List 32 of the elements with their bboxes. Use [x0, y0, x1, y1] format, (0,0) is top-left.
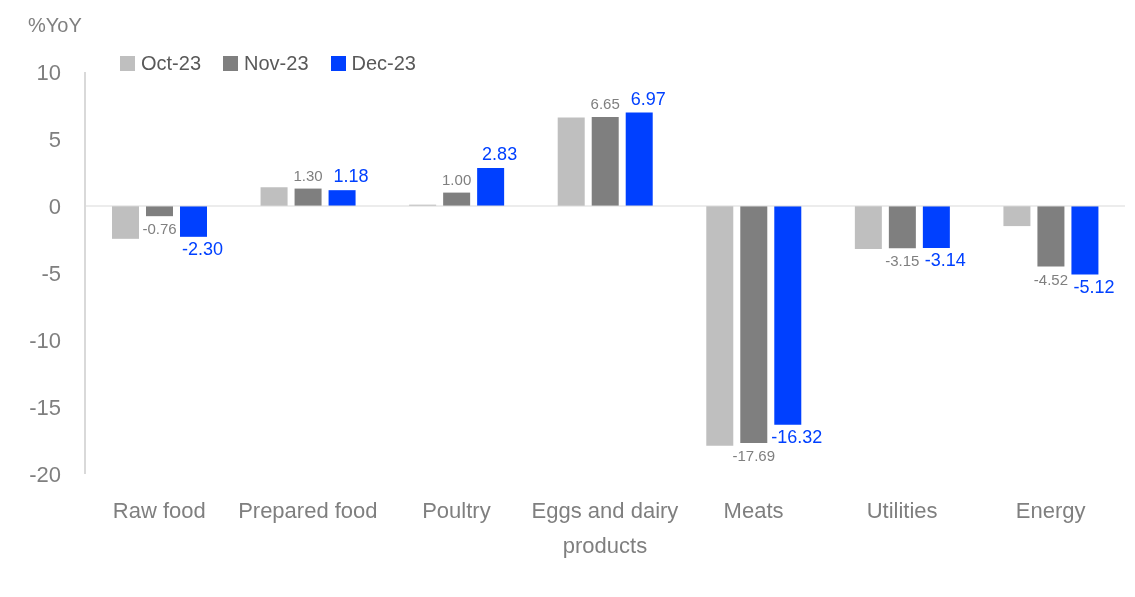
data-label: 1.00 — [442, 170, 472, 188]
y-tick-label: -20 — [29, 461, 61, 487]
data-label: -3.15 — [885, 252, 920, 270]
x-tick-label: Prepared food — [238, 497, 378, 523]
data-label: 6.97 — [630, 88, 666, 109]
data-label: -3.14 — [924, 250, 966, 271]
legend-label: Dec-23 — [350, 52, 416, 75]
data-label: -17.69 — [732, 447, 776, 465]
data-label: 6.65 — [590, 94, 620, 112]
x-tick-label: Poultry — [422, 497, 491, 523]
data-label: 1.18 — [333, 166, 369, 187]
x-tick-label: Eggs and dairy products — [531, 497, 679, 558]
data-label: 2.83 — [482, 144, 518, 165]
x-tick-label: Energy — [1015, 497, 1086, 523]
data-label: -16.32 — [771, 426, 823, 447]
legend-label: Nov-23 — [243, 52, 309, 75]
y-axis-title: %YoY — [28, 14, 82, 37]
data-label: -2.30 — [181, 238, 224, 259]
x-tick-label: Utilities — [866, 497, 938, 523]
y-tick-label: 5 — [48, 126, 61, 152]
x-tick-label: Meats — [723, 497, 784, 523]
data-label: -5.12 — [1073, 276, 1115, 297]
data-label: -0.76 — [142, 220, 177, 238]
y-tick-label: -5 — [41, 260, 61, 286]
legend-label: Oct-23 — [140, 52, 202, 75]
data-label: -4.52 — [1033, 270, 1069, 288]
y-tick-label: -10 — [29, 327, 61, 353]
y-tick-label: -15 — [29, 394, 61, 420]
y-tick-label: 0 — [48, 193, 61, 219]
y-tick-label: 10 — [36, 59, 61, 85]
data-label: 1.30 — [293, 166, 323, 184]
x-tick-label: Raw food — [112, 497, 206, 523]
